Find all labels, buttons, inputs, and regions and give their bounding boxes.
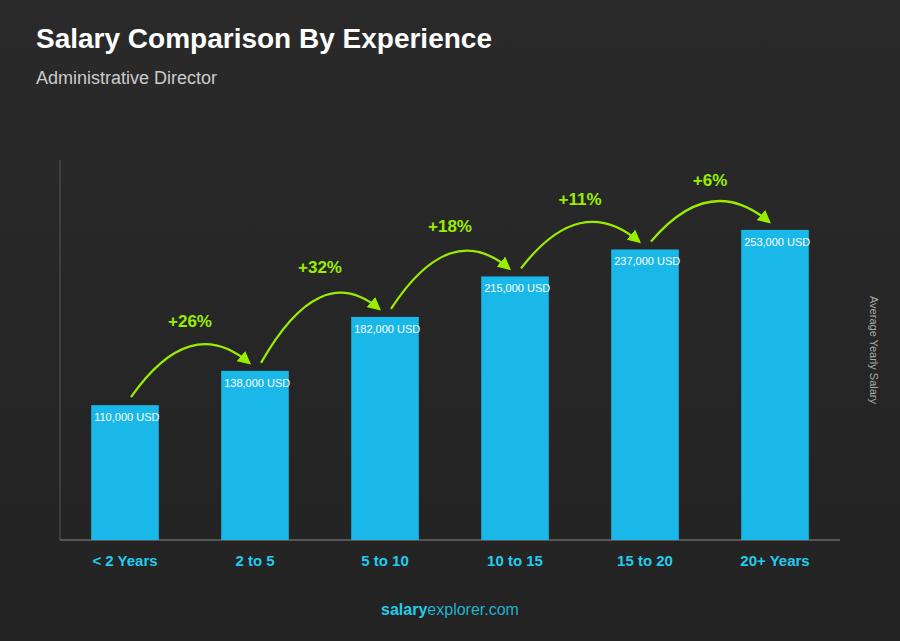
footer-normal: explorer.com (427, 601, 519, 618)
background (0, 0, 900, 641)
footer-bold: salary (381, 601, 427, 618)
title: Salary Comparison By Experience (36, 23, 492, 54)
data-label: 182,000 USD (354, 323, 420, 335)
change-label: +32% (298, 258, 342, 277)
y-axis-line (60, 160, 61, 540)
bar (481, 276, 549, 540)
change-arrow (391, 251, 509, 309)
y-axis-label: Average Yearly Salary (868, 296, 880, 405)
bar (351, 317, 419, 540)
data-label: 110,000 USD (94, 411, 159, 423)
x-tick-label: < 2 Years (92, 552, 157, 569)
change-label: +6% (693, 171, 728, 190)
subtitle: Administrative Director (36, 68, 217, 88)
bar (221, 371, 289, 540)
change-arrow (131, 344, 249, 397)
change-arrow (651, 201, 769, 242)
change-arrow (521, 222, 639, 269)
x-tick-label: 2 to 5 (235, 552, 274, 569)
change-arrow (261, 293, 379, 363)
data-label: 237,000 USD (614, 255, 680, 267)
chart: Salary Comparison By Experience Administr… (0, 0, 900, 641)
bar (91, 405, 159, 540)
baseline (60, 540, 840, 541)
change-label: +18% (428, 217, 472, 236)
x-tick-label: 15 to 20 (617, 552, 673, 569)
bars (91, 230, 809, 540)
bar (741, 230, 809, 540)
data-label: 253,000 USD (744, 236, 810, 248)
footer: salaryexplorer.com (381, 601, 519, 618)
data-label: 138,000 USD (224, 377, 290, 389)
x-tick-label: 20+ Years (740, 552, 809, 569)
x-tick-label: 10 to 15 (487, 552, 543, 569)
bar (611, 249, 679, 540)
x-tick-label: 5 to 10 (361, 552, 409, 569)
change-label: +26% (168, 312, 212, 331)
data-label: 215,000 USD (484, 282, 550, 294)
change-label: +11% (558, 190, 601, 209)
